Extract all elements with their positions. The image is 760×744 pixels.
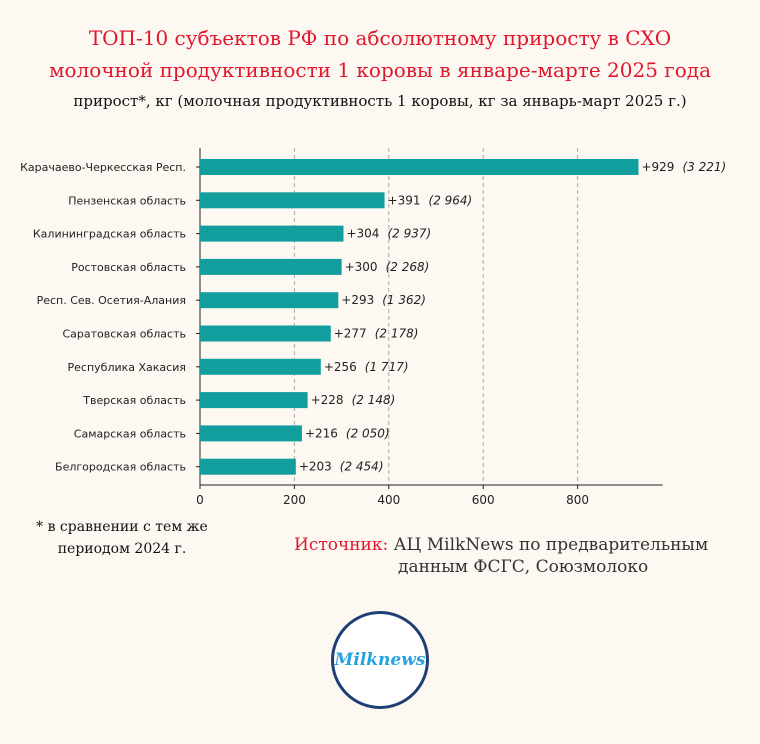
- category-label: Ростовская область: [71, 261, 186, 274]
- value-label: +293: [341, 293, 374, 307]
- bar: [200, 325, 331, 342]
- source-note: Источник: АЦ MilkNews по предварительным…: [294, 534, 754, 578]
- category-label: Самарская область: [74, 427, 186, 440]
- chart-title: ТОП-10 субъектов РФ по абсолютному приро…: [0, 22, 760, 86]
- footnote-line-2: периодом 2024 г.: [57, 541, 187, 557]
- category-label: Республика Хакасия: [68, 361, 186, 374]
- secondary-value-label: (3 221): [682, 160, 726, 174]
- footnote-line-1: * в сравнении с тем же: [36, 519, 208, 535]
- secondary-value-label: (2 937): [387, 227, 431, 241]
- secondary-value-label: (2 148): [352, 393, 396, 407]
- value-label: +391: [388, 193, 421, 207]
- bar: [200, 258, 342, 275]
- bar: [200, 458, 296, 475]
- bar: [200, 425, 302, 442]
- x-tick-label: 200: [283, 493, 306, 507]
- x-tick-label: 400: [377, 493, 400, 507]
- value-label: +256: [324, 360, 357, 374]
- source-text-line-2: данным ФСГС, Союзмолоко: [398, 557, 649, 577]
- title-line-1: ТОП-10 субъектов РФ по абсолютному приро…: [88, 26, 672, 50]
- value-label: +277: [334, 327, 367, 341]
- category-label: Калининградская область: [33, 228, 186, 241]
- x-tick-label: 800: [566, 493, 589, 507]
- category-label: Тверская область: [82, 394, 186, 407]
- footnote: * в сравнении с тем же периодом 2024 г.: [22, 516, 222, 560]
- title-line-2: молочной продуктивности 1 коровы в январ…: [48, 58, 712, 82]
- x-tick-label: 600: [472, 493, 495, 507]
- milknews-logo: Milknews: [331, 611, 429, 709]
- bar: [200, 159, 639, 175]
- secondary-value-label: (2 454): [340, 460, 384, 474]
- bar-chart: 0 200 400 600 800 Карачаево-Черкесская Респ. +…: [20, 148, 726, 507]
- category-label: Саратовская область: [62, 328, 186, 341]
- value-label: +216: [305, 426, 338, 440]
- category-label: Пензенская область: [68, 194, 186, 207]
- value-label: +228: [311, 393, 344, 407]
- bar: [200, 358, 321, 375]
- logo-text: Milknews: [334, 650, 426, 670]
- secondary-value-label: (2 964): [429, 193, 473, 207]
- value-label: +203: [299, 460, 332, 474]
- bar: [200, 225, 344, 242]
- category-label: Респ. Сев. Осетия-Алания: [37, 294, 186, 307]
- x-tick-label: 0: [196, 493, 204, 507]
- value-label: +300: [345, 260, 378, 274]
- source-text-line-1: АЦ MilkNews по предварительным: [393, 535, 709, 555]
- chart-subtitle: прирост*, кг (молочная продуктивность 1 …: [73, 92, 687, 110]
- value-label: +929: [641, 160, 674, 174]
- secondary-value-label: (1 362): [382, 293, 426, 307]
- bar: [200, 292, 339, 309]
- secondary-value-label: (2 178): [375, 327, 419, 341]
- category-label: Белгородская область: [55, 461, 186, 474]
- source-label: Источник:: [294, 535, 389, 555]
- bar: [200, 192, 385, 209]
- category-label: Карачаево-Черкесская Респ.: [20, 161, 186, 174]
- value-label: +304: [346, 227, 379, 241]
- secondary-value-label: (1 717): [365, 360, 409, 374]
- secondary-value-label: (2 050): [346, 426, 390, 440]
- bar: [200, 392, 308, 409]
- secondary-value-label: (2 268): [386, 260, 430, 274]
